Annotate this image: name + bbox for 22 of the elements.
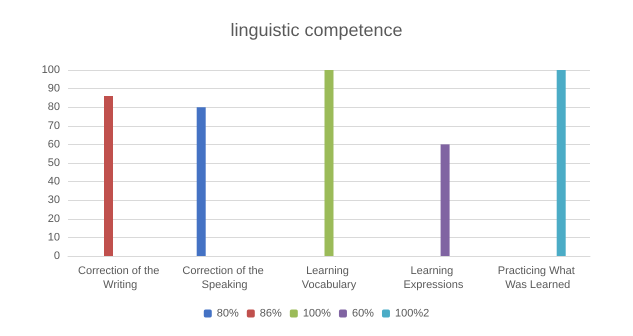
y-tick-label: 60 (48, 138, 60, 150)
y-tick-label: 30 (48, 194, 60, 206)
x-tick-label: Learning Vocabulary (302, 265, 357, 291)
x-tick-label: Correction of the Speaking (182, 265, 267, 291)
y-tick-label: 10 (48, 231, 60, 244)
x-tick-label: Correction of the Writing (78, 265, 162, 291)
x-tick-label: Learning Expressions (403, 265, 464, 291)
legend-label: 86% (260, 308, 282, 320)
x-tick-label: Practicing What Was Learned (498, 265, 578, 291)
y-tick-label: 80 (48, 101, 60, 114)
y-tick-label: 70 (48, 120, 60, 132)
legend-label: 60% (352, 308, 374, 320)
legend-label: 80% (216, 308, 240, 320)
chart-title: linguistic competence (230, 20, 403, 40)
y-tick-label: 50 (48, 157, 60, 169)
y-tick-label: 90 (48, 82, 60, 95)
y-tick-label: 40 (48, 176, 60, 188)
legend-label: 100%2 (394, 308, 430, 320)
legend-label: 100% (302, 308, 332, 320)
y-tick-label: 0 (54, 250, 60, 262)
y-tick-label: 100 (42, 64, 60, 76)
y-tick-label: 20 (48, 212, 60, 225)
